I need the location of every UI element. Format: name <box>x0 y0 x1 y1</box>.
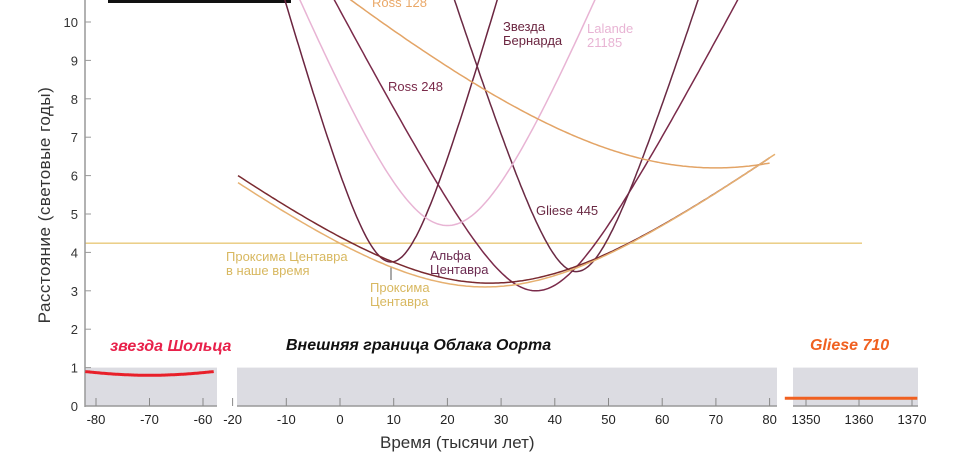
series-line-4 <box>349 0 770 169</box>
x-tick-label: 0 <box>336 412 343 427</box>
series-line-7 <box>85 370 214 377</box>
series-label-line: 21185 <box>587 35 623 50</box>
x-tick-label: 20 <box>440 412 454 427</box>
series-label: звезда Шольца <box>110 338 231 356</box>
series-label: Gliese 710 <box>810 337 889 355</box>
y-tick-label: 0 <box>71 399 78 414</box>
x-tick-label: 1360 <box>845 412 874 427</box>
series-line-3 <box>299 0 596 227</box>
x-tick-label: -80 <box>87 412 106 427</box>
series-label: Проксима Центавра <box>370 281 430 309</box>
y-tick-label: 2 <box>71 322 78 337</box>
y-tick-label: 10 <box>64 15 78 30</box>
proxima-today-label: Проксима Центавра в наше время <box>226 250 348 278</box>
oort-label: Внешняя граница Облака Оорта <box>286 337 552 354</box>
y-tick-label: 9 <box>71 53 78 68</box>
series-label-line: Звезда <box>503 19 546 34</box>
series-label-line: Gliese 445 <box>536 203 599 218</box>
series-label: Lalande 21185 <box>587 22 633 50</box>
y-tick-label: 4 <box>71 245 78 260</box>
x-tick-label: 60 <box>655 412 669 427</box>
series-label: Ross 248 <box>388 80 443 94</box>
x-tick-label: -10 <box>277 412 296 427</box>
y-tick-label: 8 <box>71 92 78 107</box>
series-line-6 <box>237 153 776 288</box>
x-tick-label: -20 <box>223 412 242 427</box>
series-label: Альфа Центавра <box>430 249 488 277</box>
x-axis-label: Время (тысячи лет) <box>380 433 535 452</box>
x-tick-label: 70 <box>709 412 723 427</box>
oort-region-2 <box>793 367 918 406</box>
y-tick-label: 6 <box>71 169 78 184</box>
series-label-line: Ross 128 <box>372 0 427 10</box>
x-tick-label: 30 <box>494 412 508 427</box>
series-label-line: Центавра <box>370 294 429 309</box>
y-tick-label: 5 <box>71 207 78 222</box>
y-tick-label: 1 <box>71 361 78 376</box>
series-label: Звезда Бернарда <box>503 20 562 48</box>
series-label-line: Бернарда <box>503 33 563 48</box>
x-tick-label: -60 <box>194 412 213 427</box>
y-tick-label: 3 <box>71 284 78 299</box>
top-bar <box>108 0 291 3</box>
series-label-line: Lalande <box>587 21 634 36</box>
series-label: Ross 128 <box>372 0 427 10</box>
proxima-today-line1: Проксима Центавра <box>226 249 348 264</box>
series-label-line: Ross 248 <box>388 79 443 94</box>
x-tick-label: 10 <box>386 412 400 427</box>
x-tick-label: 80 <box>762 412 776 427</box>
x-tick-label: 1350 <box>792 412 821 427</box>
x-tick-label: -70 <box>140 412 159 427</box>
oort-region-1 <box>237 367 777 406</box>
series-line-2 <box>453 0 699 273</box>
y-tick-label: 7 <box>71 130 78 145</box>
series-label: Gliese 445 <box>536 204 598 218</box>
series-label-line: Проксима <box>370 280 430 295</box>
series-label-line: Gliese 710 <box>810 337 890 354</box>
x-tick-label: 50 <box>601 412 615 427</box>
series-label-line: Центавра <box>430 262 489 277</box>
series-line-1 <box>333 0 739 292</box>
series-label-line: звезда Шольца <box>110 338 232 355</box>
series-label-line: Альфа <box>430 248 471 263</box>
proxima-today-line2: в наше время <box>226 263 310 278</box>
y-axis-label: Расстояние (световые годы) <box>35 86 54 324</box>
x-tick-label: 1370 <box>898 412 927 427</box>
x-tick-label: 40 <box>548 412 562 427</box>
